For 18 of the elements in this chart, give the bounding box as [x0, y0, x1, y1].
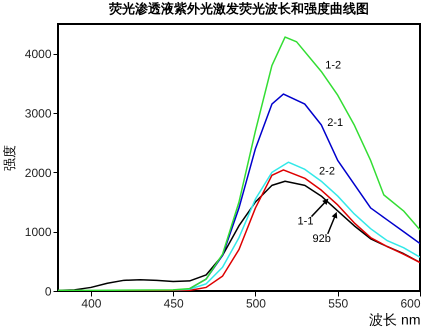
- y-tick-label: 0: [44, 284, 52, 298]
- annotation: 2-2: [319, 165, 335, 178]
- x-axis-title: 波长 nm: [369, 312, 420, 328]
- annotation: 1-1: [298, 216, 314, 228]
- annotation: 92b: [312, 232, 331, 245]
- y-tick-label: 3000: [24, 106, 52, 120]
- chart-title: 荧光渗透液紫外光激发荧光波长和强度曲线图: [108, 1, 369, 16]
- x-tick-label: 400: [81, 296, 102, 310]
- y-tick-label: 2000: [24, 166, 52, 180]
- y-tick-label: 1000: [24, 225, 52, 240]
- x-tick-label: 600: [400, 296, 421, 310]
- x-tick-label: 550: [328, 296, 349, 310]
- annotation: 2-1: [327, 116, 344, 129]
- y-axis-title: 强度: [2, 145, 17, 171]
- annotation: 1-2: [325, 59, 342, 72]
- x-tick-label: 450: [164, 296, 184, 310]
- y-tick-label: 4000: [24, 47, 52, 62]
- x-tick-label: 500: [246, 296, 266, 310]
